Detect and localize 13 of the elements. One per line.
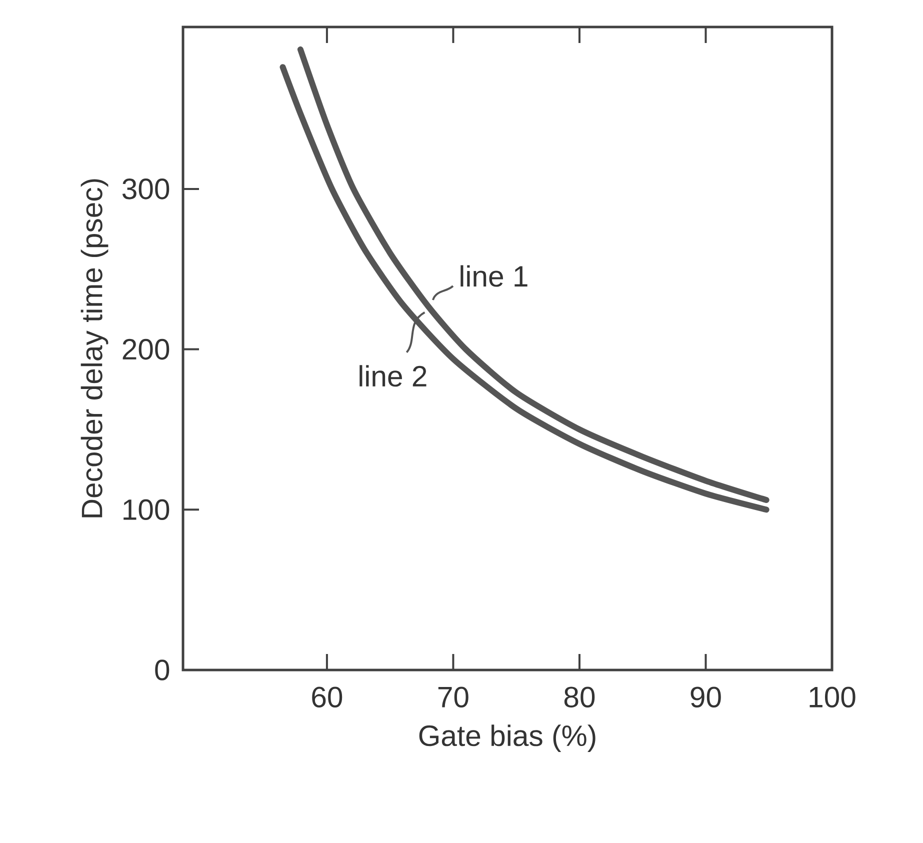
y-tick-label: 300 [122,178,170,200]
x-tick-label: 60 [312,686,342,708]
y-tick-label: 100 [124,499,170,520]
x-tick-label: 90 [690,686,721,708]
y-axis-title: Decoder delay time (psec) [80,179,108,518]
x-tick-label: 100 [810,686,856,708]
x-tick-label: 70 [438,686,468,708]
y-tick-label: 0 [155,660,170,680]
x-tick-label: 80 [564,686,595,708]
y-tick-label: 200 [122,338,170,360]
series-label: line 2 [360,365,426,387]
legend-label: line 1 [460,265,528,287]
x-axis-title: Gate bias (%) [419,724,596,752]
